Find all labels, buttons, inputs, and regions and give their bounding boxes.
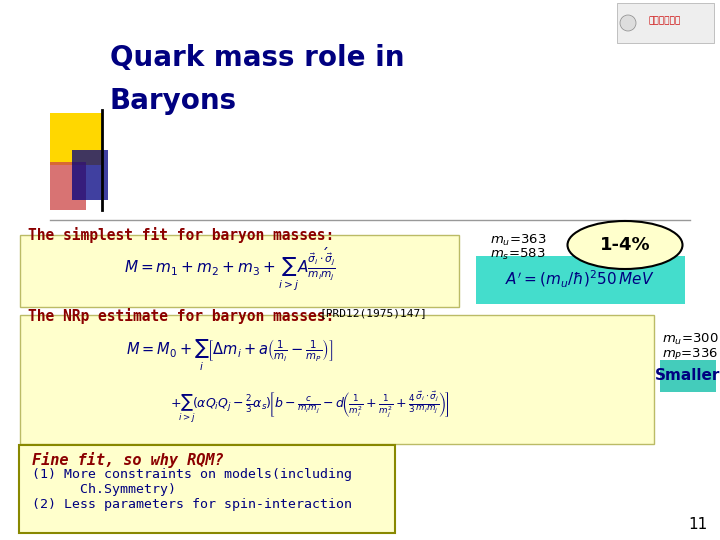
FancyBboxPatch shape — [660, 360, 716, 392]
Text: $+\!\sum_{i>j}\!(\alpha Q_i Q_j - \frac{2}{3}\alpha_s)\!\left[b - \frac{c}{m_i m: $+\!\sum_{i>j}\!(\alpha Q_i Q_j - \frac{… — [171, 389, 449, 425]
FancyBboxPatch shape — [476, 256, 685, 304]
Circle shape — [620, 15, 636, 31]
FancyBboxPatch shape — [50, 162, 86, 210]
Text: 1-4%: 1-4% — [600, 236, 650, 254]
Text: $m_u$=300: $m_u$=300 — [662, 332, 719, 347]
Text: The simplest fit for baryon masses:: The simplest fit for baryon masses: — [28, 227, 334, 243]
FancyBboxPatch shape — [19, 445, 395, 533]
Text: $m_s$=583: $m_s$=583 — [490, 247, 546, 262]
Text: (2) Less parameters for spin-interaction: (2) Less parameters for spin-interaction — [32, 498, 352, 511]
Text: $M = m_1 + m_2 + m_3 + \sum_{i>j} A\' \frac{\vec{\sigma}_i \cdot \vec{\sigma}_j}: $M = m_1 + m_2 + m_3 + \sum_{i>j} A\' \f… — [124, 246, 336, 293]
FancyBboxPatch shape — [50, 113, 102, 165]
FancyBboxPatch shape — [20, 235, 459, 307]
Text: 西北师范大学: 西北师范大学 — [649, 17, 681, 25]
Text: (1) More constraints on models(including: (1) More constraints on models(including — [32, 468, 352, 481]
FancyBboxPatch shape — [20, 315, 654, 444]
Text: Quark mass role in: Quark mass role in — [110, 44, 405, 72]
Text: Ch.Symmetry): Ch.Symmetry) — [32, 483, 176, 496]
Text: $A' = (m_u / \hbar)^2 50\,MeV$: $A' = (m_u / \hbar)^2 50\,MeV$ — [505, 268, 654, 289]
Text: Baryons: Baryons — [110, 87, 237, 115]
Ellipse shape — [567, 221, 683, 269]
Text: The NRp estimate for baryon masses:: The NRp estimate for baryon masses: — [28, 308, 334, 324]
Text: 11: 11 — [689, 517, 708, 532]
FancyBboxPatch shape — [72, 150, 108, 200]
Text: [PRD12(1975)147]: [PRD12(1975)147] — [320, 308, 428, 318]
Text: Fine fit, so why RQM?: Fine fit, so why RQM? — [32, 452, 224, 468]
FancyBboxPatch shape — [617, 3, 714, 43]
Text: $m_P$=336: $m_P$=336 — [662, 347, 719, 362]
Text: $M = M_0 + \sum_i \left[\Delta m_i + a\left(\frac{1}{m_i} - \frac{1}{m_P}\right): $M = M_0 + \sum_i \left[\Delta m_i + a\l… — [126, 338, 334, 373]
Text: $m_u$=363: $m_u$=363 — [490, 233, 546, 248]
Text: Smaller: Smaller — [655, 368, 720, 383]
